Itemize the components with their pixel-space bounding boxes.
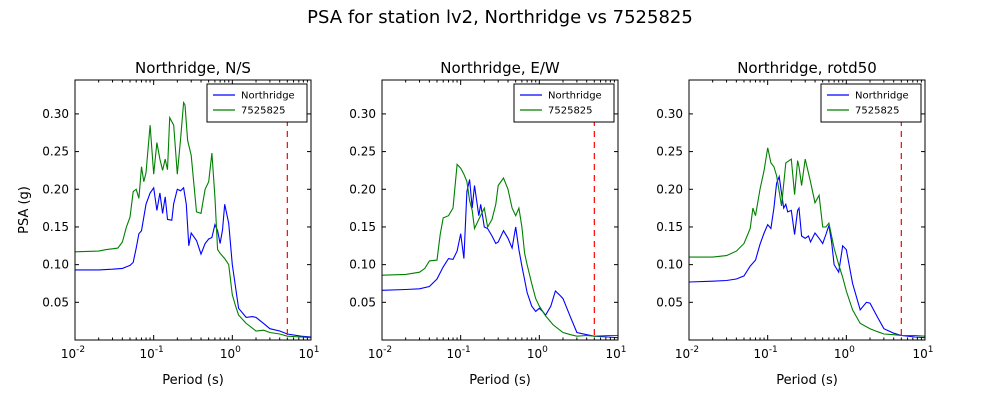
y-tick-label: 0.30 [42,107,69,121]
legend-label: Northridge [548,91,602,102]
x-axis-label: Period (s) [162,373,224,388]
legend-box [206,83,308,123]
y-tick-label: 0.05 [42,295,69,309]
chart-title: Northridge, N/S [135,59,251,77]
x-tick-label: 10-1 [140,345,164,361]
x-tick-label: 101 [912,345,933,361]
legend: Northridge 7525825 [820,83,922,123]
x-tick-label: 100 [527,345,548,361]
y-tick-label: 0.10 [656,258,683,272]
series-line-7525825 [689,147,925,337]
plot-frame [74,79,312,341]
legend-label: Northridge [241,91,295,102]
series-line-7525825 [75,100,311,339]
x-tick-label: 10-2 [675,345,699,361]
chart-panel-3: 0.05 0.10 0.15 0.20 0.25 0.30 10-2 10-1 100 101 No… [656,59,933,388]
chart-title: Northridge, rotd50 [737,59,877,77]
x-axis-label: Period (s) [776,373,838,388]
series-line-7525825 [382,163,618,337]
plot-frame [688,79,926,341]
y-tick-label: 0.05 [349,295,376,309]
y-tick-label: 0.25 [349,145,376,159]
series-line-northridge [689,174,925,339]
y-tick-label: 0.25 [656,145,683,159]
figure-title: PSA for station lv2, Northridge vs 75258… [307,7,693,28]
y-tick-label: 0.20 [42,182,69,196]
plot-frame [381,79,619,341]
y-tick-label: 0.10 [42,258,69,272]
chart-panel-1: 0.05 0.10 0.15 0.20 0.25 0.30 10-2 10-1 100 101 No… [42,59,319,388]
x-tick-label: 10-2 [61,345,85,361]
y-tick-label: 0.10 [349,258,376,272]
y-tick-label: 0.15 [42,220,69,234]
y-tick-label: 0.05 [656,295,683,309]
legend-box [820,83,922,123]
x-tick-label: 100 [834,345,855,361]
y-tick-label: 0.30 [656,107,683,121]
legend: Northridge 7525825 [513,83,615,123]
series-line-northridge [75,186,311,338]
legend-label: Northridge [855,91,909,102]
chart-panel-2: 0.05 0.10 0.15 0.20 0.25 0.30 10-2 10-1 100 101 No… [349,59,626,388]
x-tick-label: 10-2 [368,345,392,361]
chart-title: Northridge, E/W [440,59,560,77]
legend-label: 7525825 [548,106,593,117]
x-tick-label: 100 [220,345,241,361]
x-axis-label: Period (s) [469,373,531,388]
legend-label: 7525825 [855,106,900,117]
y-tick-label: 0.30 [349,107,376,121]
legend-label: 7525825 [241,106,286,117]
legend-box [513,83,615,123]
y-tick-label: 0.25 [42,145,69,159]
y-tick-label: 0.20 [349,182,376,196]
x-tick-label: 101 [605,345,626,361]
y-tick-label: 0.15 [349,220,376,234]
x-tick-label: 10-1 [447,345,471,361]
x-tick-label: 10-1 [754,345,778,361]
series-line-northridge [382,179,618,339]
y-axis-label: PSA (g) [17,186,32,234]
y-tick-label: 0.15 [656,220,683,234]
legend: Northridge 7525825 [206,83,308,123]
x-tick-label: 101 [298,345,319,361]
y-tick-label: 0.20 [656,182,683,196]
